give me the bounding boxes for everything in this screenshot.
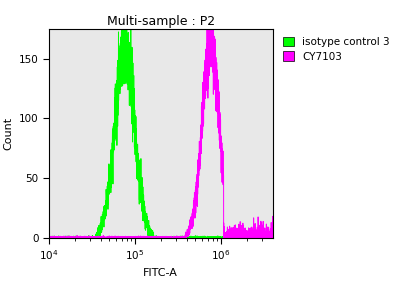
Y-axis label: Count: Count (3, 117, 13, 150)
Title: Multi-sample : P2: Multi-sample : P2 (107, 15, 215, 28)
Legend: isotype control 3, CY7103: isotype control 3, CY7103 (280, 34, 393, 65)
X-axis label: FITC-A: FITC-A (143, 268, 178, 278)
